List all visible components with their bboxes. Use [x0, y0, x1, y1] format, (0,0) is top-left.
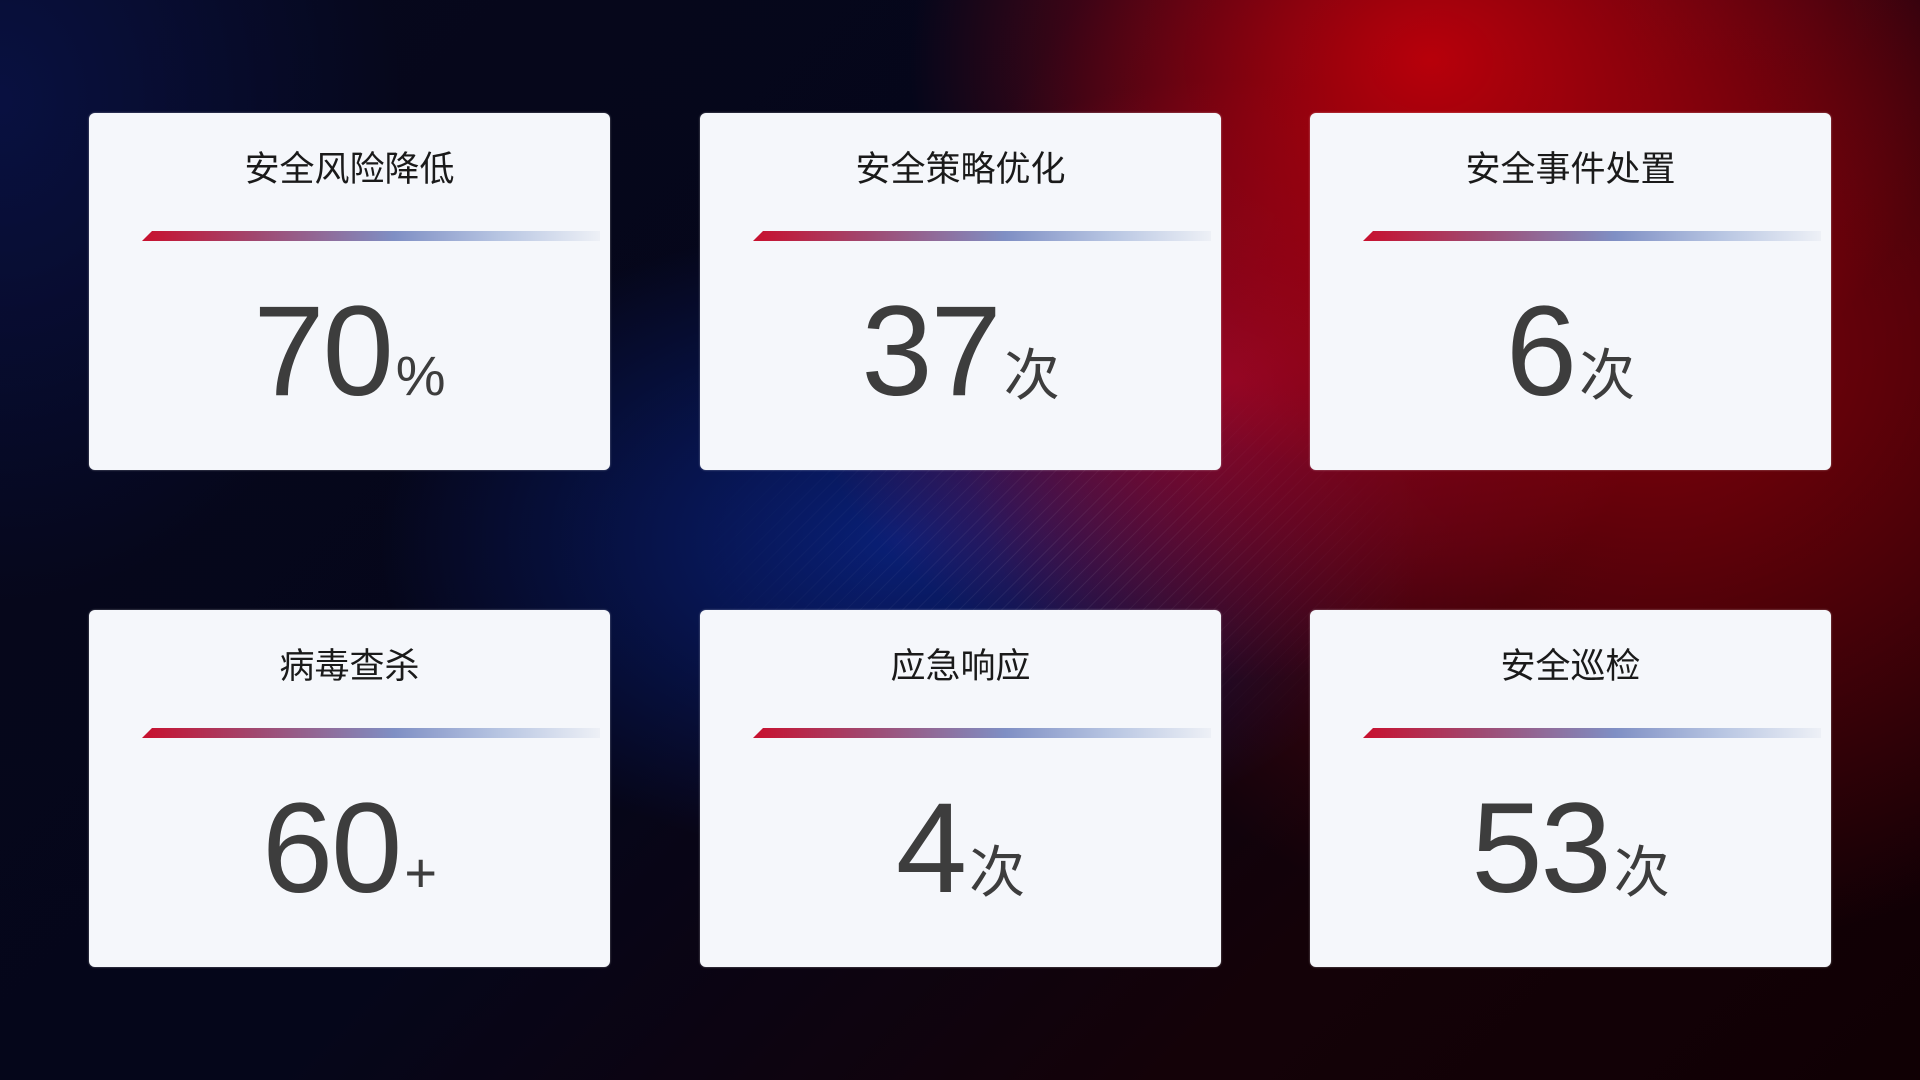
value-number: 37: [861, 280, 1001, 423]
gradient-divider: [1363, 728, 1821, 738]
stat-card-virus-removal: 病毒查杀 60+: [89, 610, 610, 967]
value-unit: +: [404, 841, 438, 904]
card-value: 70%: [89, 278, 610, 425]
card-title: 安全风险降低: [244, 150, 455, 190]
gradient-divider: [753, 728, 1211, 738]
card-title: 安全巡检: [1500, 647, 1641, 687]
card-value: 6次: [1310, 278, 1831, 425]
value-number: 70: [253, 280, 393, 423]
value-number: 53: [1471, 777, 1611, 920]
gradient-divider: [142, 231, 600, 241]
card-title: 应急响应: [890, 647, 1031, 687]
value-unit: 次: [969, 841, 1026, 904]
value-unit: 次: [1003, 344, 1060, 407]
value-unit: 次: [1613, 841, 1670, 904]
stat-card-incident-handling: 安全事件处置 6次: [1310, 113, 1831, 470]
gradient-divider: [1363, 231, 1821, 241]
gradient-divider: [753, 231, 1211, 241]
value-number: 4: [895, 777, 967, 920]
value-unit: 次: [1579, 344, 1636, 407]
card-title: 安全策略优化: [855, 150, 1066, 190]
card-title: 病毒查杀: [279, 647, 420, 687]
stat-card-risk-reduction: 安全风险降低 70%: [89, 113, 610, 470]
stat-card-policy-optimization: 安全策略优化 37次: [700, 113, 1221, 470]
card-value: 53次: [1310, 775, 1831, 922]
gradient-divider: [142, 728, 600, 738]
value-unit: %: [395, 344, 446, 407]
card-value: 60+: [89, 775, 610, 922]
card-title: 安全事件处置: [1465, 150, 1676, 190]
value-number: 60: [261, 777, 402, 920]
value-number: 6: [1505, 280, 1577, 423]
card-value: 37次: [700, 278, 1221, 425]
card-value: 4次: [700, 775, 1221, 922]
stat-card-emergency-response: 应急响应 4次: [700, 610, 1221, 967]
stat-card-security-patrol: 安全巡检 53次: [1310, 610, 1831, 967]
